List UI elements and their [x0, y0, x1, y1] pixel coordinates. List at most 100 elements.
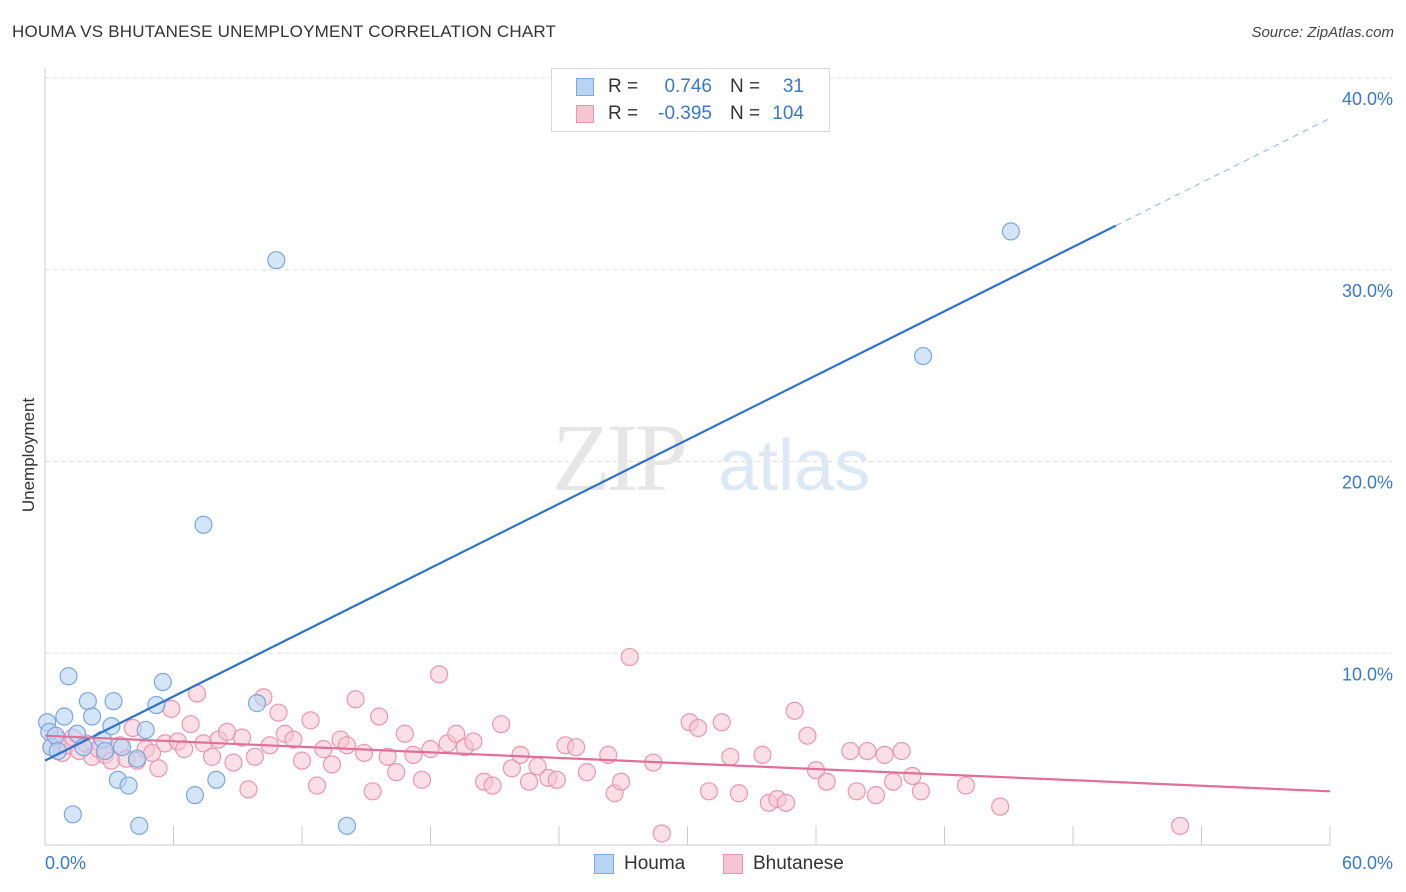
- bhutanese-point-29: [232, 728, 252, 747]
- bhutanese-point-102: [1170, 816, 1190, 835]
- bhutanese-point-30: [239, 780, 258, 799]
- bhutanese-r-value: -0.395: [658, 103, 712, 124]
- houma-point-25: [194, 515, 213, 534]
- bhutanese-point-83: [753, 745, 772, 764]
- source-label: Source: ZipAtlas.com: [1251, 24, 1394, 41]
- bhutanese-point-39: [307, 776, 327, 795]
- y-tick-label-20: 20.0%: [1342, 473, 1393, 493]
- bhutanese-point-81: [721, 747, 740, 766]
- bhutanese-point-94: [866, 786, 886, 805]
- houma-point-27: [247, 694, 267, 713]
- bhutanese-point-46: [363, 782, 382, 801]
- bhutanese-point-60: [483, 776, 502, 795]
- bhutanese-point-56: [447, 724, 466, 743]
- bhutanese-n-label: N =: [730, 103, 761, 124]
- bhutanese-point-28: [224, 753, 243, 772]
- houma-swatch: [576, 78, 594, 96]
- bhutanese-point-64: [519, 772, 539, 791]
- bhutanese-point-52: [412, 770, 432, 789]
- bhutanese-point-31: [245, 747, 264, 766]
- bhutanese-point-74: [620, 647, 639, 667]
- legend-row-houma: R = 0.746 N = 31: [552, 74, 829, 100]
- chart-title: HOUMA VS BHUTANESE UNEMPLOYMENT CORRELAT…: [12, 22, 557, 41]
- houma-point-24: [185, 786, 205, 805]
- bhutanese-point-88: [798, 726, 817, 745]
- houma-point-26: [207, 770, 226, 789]
- bhutanese-point-70: [577, 763, 596, 782]
- bhutanese-point-62: [502, 759, 521, 778]
- houma-point-23: [153, 672, 172, 692]
- legend-row-bhutanese: R = -0.395 N = 104: [552, 101, 829, 127]
- bhutanese-point-86: [776, 793, 796, 812]
- bhutanese-point-91: [841, 741, 860, 761]
- bhutanese-point-73: [612, 772, 631, 791]
- bhutanese-point-48: [378, 747, 397, 766]
- bhutanese-point-101: [991, 797, 1010, 816]
- bhutanese-point-61: [492, 715, 511, 734]
- y-tick-label-10: 10.0%: [1342, 664, 1393, 684]
- houma-n-value: 31: [782, 76, 804, 97]
- bhutanese-point-98: [903, 766, 922, 786]
- bhutanese-point-67: [547, 770, 566, 789]
- houma-point-14: [102, 717, 121, 736]
- bhutanese-point-80: [712, 713, 731, 732]
- houma-point-19: [127, 749, 147, 768]
- bhutanese-n-value: 104: [772, 103, 804, 124]
- houma-point-21: [136, 720, 155, 740]
- houma-n-label: N =: [730, 76, 761, 97]
- houma-point-13: [95, 741, 115, 761]
- bhutanese-point-76: [652, 824, 671, 843]
- houma-trend-extension: [1115, 117, 1331, 227]
- bhutanese-point-92: [847, 782, 866, 801]
- bhutanese-point-97: [892, 741, 911, 761]
- bhutanese-point-54: [429, 665, 449, 684]
- houma-legend-swatch: [594, 854, 614, 874]
- houma-point-10: [78, 692, 97, 711]
- correlation-legend: R = 0.746 N = 31 R = -0.395 N = 104: [551, 68, 830, 132]
- bhutanese-point-47: [370, 707, 389, 726]
- bhutanese-point-82: [729, 784, 749, 803]
- houma-point-17: [112, 738, 132, 757]
- houma-point-15: [104, 692, 123, 711]
- houma-point-30: [913, 346, 933, 366]
- bhutanese-point-100: [956, 776, 976, 795]
- houma-legend-label: Houma: [624, 853, 686, 874]
- bhutanese-point-63: [511, 745, 530, 764]
- bhutanese-points: [42, 647, 1190, 843]
- houma-point-28: [267, 251, 286, 270]
- watermark-atlas: atlas: [718, 426, 870, 506]
- bhutanese-point-99: [911, 782, 931, 801]
- y-axis-label: Unemployment: [19, 398, 38, 513]
- y-tick-label-30: 30.0%: [1342, 281, 1393, 301]
- trend-lines: [44, 117, 1331, 793]
- bhutanese-point-41: [322, 755, 342, 774]
- bhutanese-point-96: [883, 772, 903, 791]
- bhutanese-point-44: [346, 690, 365, 709]
- y-tick-label-40: 40.0%: [1342, 89, 1393, 109]
- bhutanese-point-45: [355, 743, 374, 763]
- watermark-zip: ZIP: [552, 404, 685, 511]
- bhutanese-point-22: [181, 715, 200, 734]
- bhutanese-point-90: [817, 772, 836, 791]
- houma-point-11: [83, 707, 102, 726]
- bhutanese-point-93: [858, 741, 877, 761]
- bhutanese-legend-swatch: [723, 854, 743, 874]
- bhutanese-point-37: [292, 751, 312, 770]
- bhutanese-point-25: [202, 747, 222, 766]
- houma-point-7: [63, 805, 82, 824]
- houma-point-6: [59, 667, 78, 686]
- bhutanese-swatch: [576, 105, 594, 123]
- bhutanese-legend-label: Bhutanese: [753, 853, 844, 874]
- bhutanese-point-43: [337, 736, 357, 755]
- tick-labels: 10.0% 20.0% 30.0% 40.0% 0.0% 60.0%: [45, 89, 1393, 873]
- houma-point-18: [119, 776, 138, 795]
- bhutanese-point-53: [421, 740, 440, 759]
- houma-r-value: 0.746: [664, 76, 712, 97]
- bhutanese-r-label: R =: [608, 103, 639, 124]
- bhutanese-point-40: [314, 740, 333, 759]
- watermark: ZIP atlas: [552, 404, 870, 511]
- houma-r-label: R =: [608, 76, 639, 97]
- bhutanese-point-69: [567, 738, 586, 757]
- x-tick-label-max: 60.0%: [1342, 853, 1393, 873]
